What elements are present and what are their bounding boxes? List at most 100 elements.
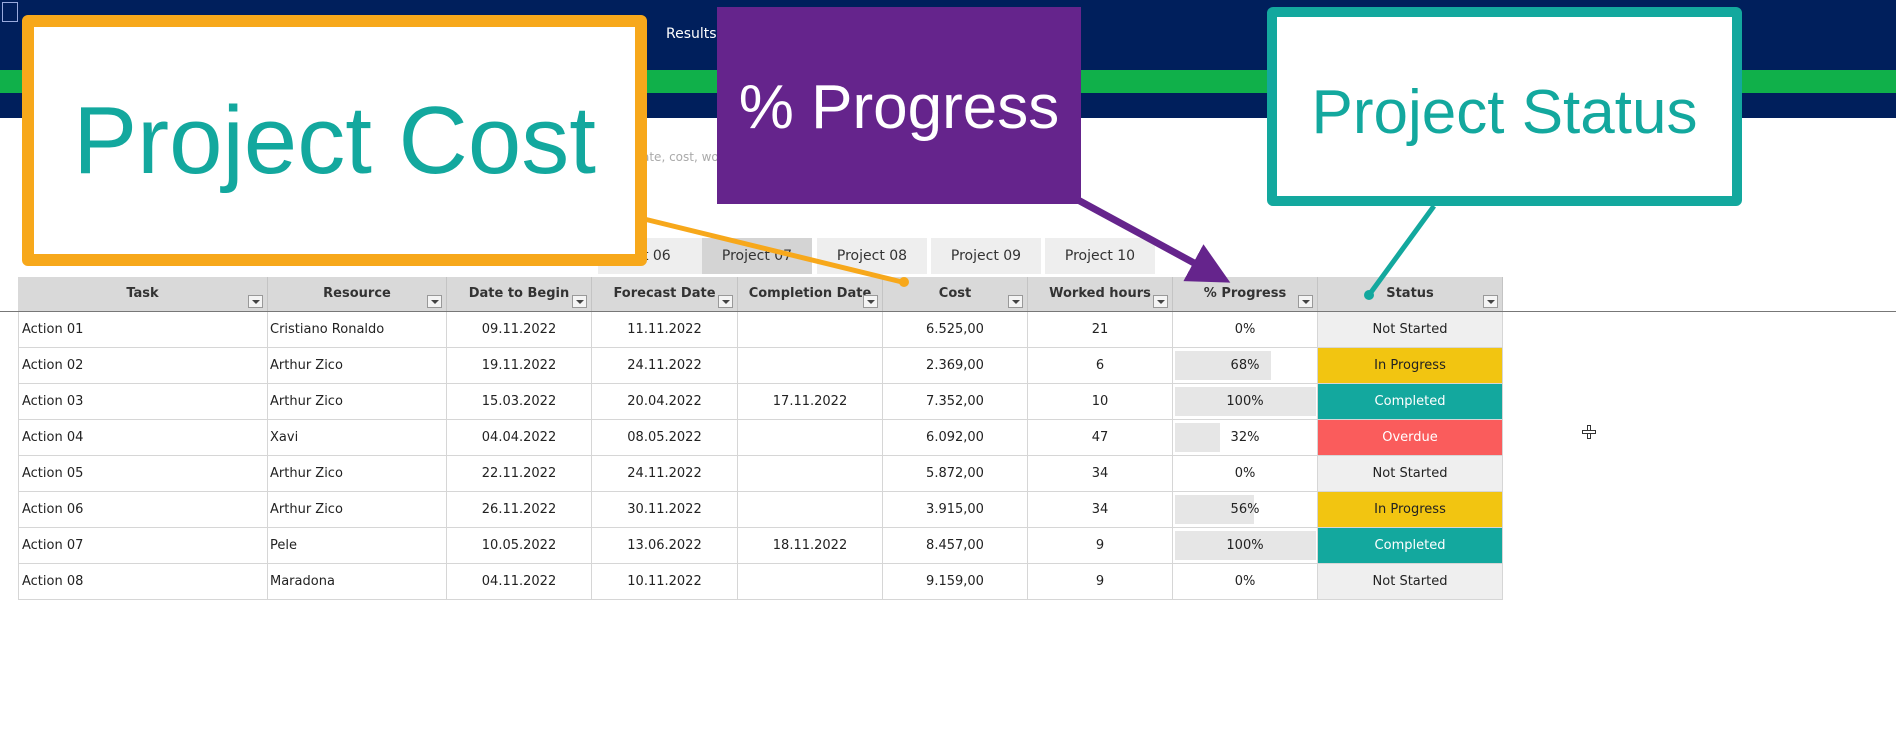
progress-cell: 100%: [1173, 384, 1318, 420]
table-cell: Action 06: [18, 492, 268, 528]
progress-cell: 0%: [1173, 456, 1318, 492]
tab[interactable]: Project 08: [817, 238, 927, 274]
filter-button[interactable]: [863, 295, 878, 308]
cost-pointer: [639, 215, 903, 285]
progress-bar: [1175, 351, 1271, 380]
table-cell: 21: [1028, 312, 1173, 348]
progress-text: 32%: [1230, 430, 1260, 445]
table-cell: 34: [1028, 492, 1173, 528]
progress-cell: 32%: [1173, 420, 1318, 456]
progress-cell: 100%: [1173, 528, 1318, 564]
filter-button[interactable]: [1298, 295, 1313, 308]
table-cell: 08.05.2022: [592, 420, 738, 456]
callout-cost: Project Cost: [22, 15, 647, 266]
column-title: % Progress: [1203, 286, 1287, 301]
table-cell: Not Started: [1318, 456, 1503, 492]
column-header: Status: [1318, 277, 1503, 311]
table-cell: 15.03.2022: [447, 384, 592, 420]
table-cell: 10: [1028, 384, 1173, 420]
table-cell: In Progress: [1318, 348, 1503, 384]
table-cell: Action 05: [18, 456, 268, 492]
table-cell: [738, 312, 883, 348]
note-text: ate, cost, wo: [642, 150, 719, 164]
progress-bar: [1175, 531, 1316, 560]
table-cell: 6.525,00: [883, 312, 1028, 348]
column-header: Task: [18, 277, 268, 311]
filter-button[interactable]: [1483, 295, 1498, 308]
column-header: Date to Begin: [447, 277, 592, 311]
column-title: Task: [126, 286, 159, 301]
table-cell: 17.11.2022: [738, 384, 883, 420]
progress-text: 0%: [1234, 574, 1256, 589]
filter-button[interactable]: [1008, 295, 1023, 308]
table-cell: [738, 420, 883, 456]
column-title: Forecast Date: [613, 286, 716, 301]
menu-results[interactable]: Results: [666, 26, 717, 42]
table-cell: 24.11.2022: [592, 348, 738, 384]
table-cell: Xavi: [268, 420, 447, 456]
table-cell: 47: [1028, 420, 1173, 456]
table-cell: 5.872,00: [883, 456, 1028, 492]
table-cell: 19.11.2022: [447, 348, 592, 384]
column-title: Completion Date: [748, 286, 872, 301]
progress-bar: [1175, 387, 1316, 416]
table-cell: 2.369,00: [883, 348, 1028, 384]
progress-cell: 68%: [1173, 348, 1318, 384]
table-cell: 9: [1028, 528, 1173, 564]
callout-progress: % Progress: [717, 7, 1081, 204]
callout-status: Project Status: [1267, 7, 1742, 206]
filter-button[interactable]: [572, 295, 587, 308]
table-cell: 9.159,00: [883, 564, 1028, 600]
filter-button[interactable]: [718, 295, 733, 308]
progress-text: 0%: [1234, 466, 1256, 481]
table-cell: 30.11.2022: [592, 492, 738, 528]
table-cell: 34: [1028, 456, 1173, 492]
progress-pointer: [1076, 196, 1231, 283]
table-cell: Action 08: [18, 564, 268, 600]
progress-text: 56%: [1230, 502, 1260, 517]
table-cell: Arthur Zico: [268, 456, 447, 492]
table-cell: 24.11.2022: [592, 456, 738, 492]
column-title: Worked hours: [1049, 286, 1151, 301]
table-cell: 8.457,00: [883, 528, 1028, 564]
table-cell: [738, 492, 883, 528]
filter-button[interactable]: [1153, 295, 1168, 308]
column-title: Cost: [938, 286, 972, 301]
table-cell: Arthur Zico: [268, 348, 447, 384]
progress-text: 68%: [1230, 358, 1260, 373]
column-title: Status: [1386, 286, 1434, 301]
table-cell: 04.11.2022: [447, 564, 592, 600]
table-cell: Action 03: [18, 384, 268, 420]
table-cell: Action 01: [18, 312, 268, 348]
column-header: Worked hours: [1028, 277, 1173, 311]
table-cell: [738, 348, 883, 384]
tab[interactable]: Project 09: [931, 238, 1041, 274]
tab[interactable]: Project 10: [1045, 238, 1155, 274]
header-rule: [0, 311, 1896, 312]
table-cell: 13.06.2022: [592, 528, 738, 564]
table-cell: 10.11.2022: [592, 564, 738, 600]
progress-text: 100%: [1226, 394, 1264, 409]
table-cell: Arthur Zico: [268, 492, 447, 528]
filter-button[interactable]: [427, 295, 442, 308]
table-cell: 04.04.2022: [447, 420, 592, 456]
progress-text: 100%: [1226, 538, 1264, 553]
cursor: [1582, 425, 1596, 439]
table-cell: Pele: [268, 528, 447, 564]
table-cell: Action 02: [18, 348, 268, 384]
table-cell: 20.04.2022: [592, 384, 738, 420]
filter-button[interactable]: [248, 295, 263, 308]
progress-cell: 0%: [1173, 564, 1318, 600]
table-cell: Maradona: [268, 564, 447, 600]
table-cell: 26.11.2022: [447, 492, 592, 528]
table-cell: Not Started: [1318, 312, 1503, 348]
table-cell: Cristiano Ronaldo: [268, 312, 447, 348]
table-cell: 9: [1028, 564, 1173, 600]
column-header: Resource: [268, 277, 447, 311]
table-cell: Action 04: [18, 420, 268, 456]
table-cell: Completed: [1318, 384, 1503, 420]
progress-cell: 0%: [1173, 312, 1318, 348]
column-title: Date to Begin: [468, 286, 570, 301]
